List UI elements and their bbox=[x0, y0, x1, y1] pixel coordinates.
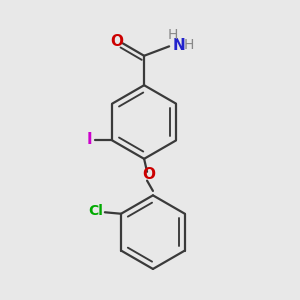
Text: Cl: Cl bbox=[88, 204, 103, 218]
Text: O: O bbox=[142, 167, 155, 182]
Text: I: I bbox=[86, 132, 92, 147]
Text: H: H bbox=[167, 28, 178, 42]
Text: N: N bbox=[173, 38, 185, 53]
Text: H: H bbox=[184, 38, 194, 52]
Text: O: O bbox=[110, 34, 123, 50]
